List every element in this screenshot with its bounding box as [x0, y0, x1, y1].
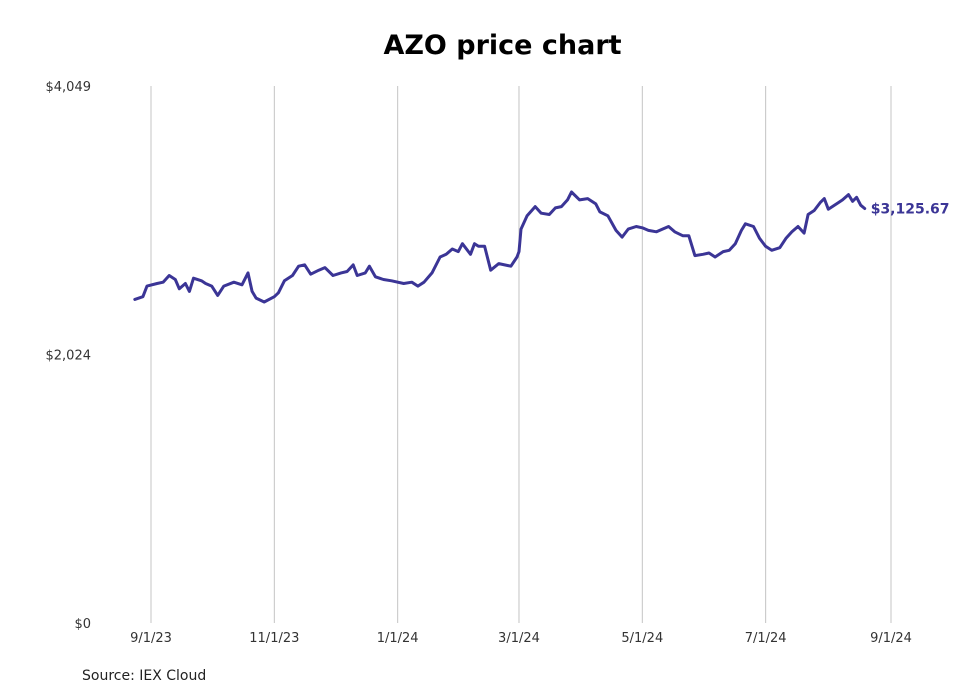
- x-tick-label: 11/1/23: [249, 631, 299, 646]
- y-axis: $0 $2,024 $4,049: [46, 80, 92, 632]
- y-tick-label: $0: [74, 617, 91, 632]
- x-tick-label: 7/1/24: [745, 631, 787, 646]
- source-note: Source: IEX Cloud: [82, 668, 207, 684]
- vertical-gridlines: [150, 86, 892, 623]
- price-line: [133, 190, 867, 304]
- x-axis: 9/1/23 11/1/23 1/1/24 3/1/24 5/1/24 7/1/24 9/1…: [130, 631, 912, 646]
- last-price-label: $3,125.67: [871, 201, 950, 217]
- x-tick-label: 1/1/24: [377, 631, 419, 646]
- x-tick-label: 5/1/24: [621, 631, 663, 646]
- y-tick-label: $2,024: [46, 349, 92, 364]
- chart-title: AZO price chart: [383, 30, 622, 61]
- x-tick-label: 9/1/23: [130, 631, 172, 646]
- y-tick-label: $4,049: [46, 80, 92, 95]
- x-tick-label: 3/1/24: [498, 631, 540, 646]
- x-tick-label: 9/1/24: [870, 631, 912, 646]
